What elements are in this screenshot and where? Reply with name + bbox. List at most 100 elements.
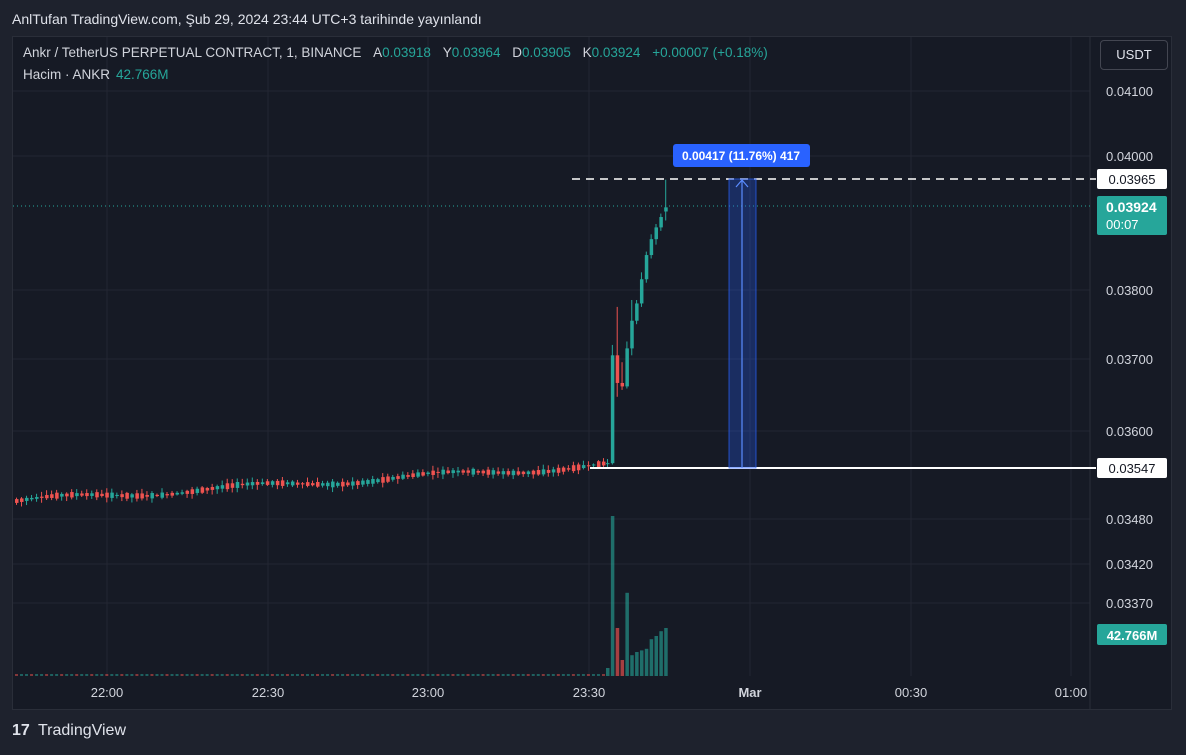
candle-body [311, 483, 315, 486]
high-value: 0.03964 [451, 45, 501, 60]
candle-body [610, 355, 615, 464]
candle-body [20, 498, 24, 502]
time-tick-label: 23:00 [412, 685, 445, 700]
candle-body [225, 483, 230, 490]
volume-bar [120, 674, 124, 676]
currency-button[interactable]: USDT [1100, 40, 1168, 70]
volume-bar [311, 674, 314, 676]
candle-body [371, 478, 375, 484]
measure-label: 0.00417 (11.76%) 417 [682, 149, 800, 163]
price-tick-label: 0.03700 [1106, 352, 1153, 367]
candle-body [100, 493, 104, 496]
volume-bar [351, 674, 355, 676]
volume-bar [190, 674, 194, 676]
volume-bar [381, 674, 385, 676]
countdown-text: 00:07 [1106, 217, 1139, 232]
symbol-name[interactable]: Ankr / TetherUS PERPETUAL CONTRACT, 1, B… [23, 45, 362, 60]
candle-body [341, 481, 345, 487]
volume-bar [546, 674, 550, 676]
candle-body [115, 494, 119, 497]
candle-body [295, 482, 300, 485]
volume-bar [426, 674, 430, 676]
volume-bar [100, 674, 104, 676]
volume-bar [556, 674, 560, 676]
candle-body [220, 485, 225, 489]
volume-bar [406, 674, 410, 676]
candle-body [285, 482, 290, 485]
volume-bar [411, 674, 415, 676]
price-tick-label: 0.03370 [1106, 596, 1153, 611]
time-tick-label: 23:30 [573, 685, 606, 700]
price-tick-label: 0.04100 [1106, 84, 1153, 99]
candle-body [160, 492, 164, 498]
volume-bar [496, 674, 500, 676]
candle-body [90, 493, 94, 496]
candle-body [481, 470, 486, 474]
volume-bar [376, 674, 380, 676]
candle-body [275, 480, 280, 486]
volume-bar [60, 674, 64, 676]
volume-bar [326, 674, 330, 676]
volume-bar [110, 674, 114, 676]
volume-bar [396, 674, 400, 676]
volume-bar [230, 674, 234, 676]
volume-bar [115, 674, 119, 676]
candle-body [576, 464, 581, 471]
candle-body [290, 481, 295, 486]
measure-label-box [673, 144, 810, 167]
volume-bar [639, 650, 644, 676]
candle-body [386, 476, 390, 482]
candle-body [230, 483, 235, 488]
candle-body [185, 490, 190, 494]
volume-bar [70, 674, 74, 676]
candle-body [280, 480, 285, 486]
volume-bar [664, 628, 668, 676]
open-value: 0.03918 [382, 45, 431, 60]
candle-body [546, 469, 551, 473]
candle-body [300, 483, 305, 485]
candle-body [326, 482, 330, 487]
candle-body [170, 492, 175, 496]
volume-bar [466, 674, 470, 676]
candle-body [55, 492, 59, 499]
open-label: A [373, 45, 383, 60]
candle-body [511, 470, 516, 476]
candle-body [65, 493, 69, 497]
volume-bar [55, 674, 59, 676]
volume-bar [566, 674, 570, 676]
candle-body [606, 463, 610, 465]
volume-bar [125, 674, 129, 676]
candle-body [260, 482, 265, 485]
candle-body [411, 473, 415, 478]
candle-body [45, 495, 49, 499]
candle-body [630, 320, 634, 349]
volume-bar [421, 674, 425, 676]
candle-body [210, 487, 215, 490]
volume-bar [586, 674, 590, 676]
candle-body [125, 492, 129, 499]
volume-bar [481, 674, 485, 676]
volume-bar [225, 674, 229, 676]
volume-bar [90, 674, 94, 676]
volume-bar [185, 674, 189, 676]
candle-body [25, 497, 29, 501]
candle-body [486, 469, 491, 475]
candle-body [426, 472, 430, 475]
candle-body [15, 499, 19, 503]
volume-badge [1097, 624, 1167, 645]
candle-body [200, 487, 205, 493]
candle-body [516, 471, 521, 475]
volume-bar [205, 674, 209, 676]
candle-body [250, 482, 255, 486]
chart-frame[interactable] [12, 36, 1172, 710]
volume-bar [625, 592, 629, 676]
footer-brand[interactable]: 17 TradingView [12, 722, 126, 740]
last-price-badge-text: 0.03924 [1106, 199, 1157, 215]
candle-body [431, 470, 435, 475]
volume-bar [511, 674, 515, 676]
volume-bar [635, 652, 639, 676]
volume-bar [331, 674, 335, 676]
volume-label[interactable]: Hacim · ANKR [23, 67, 111, 82]
volume-bar [245, 674, 249, 676]
